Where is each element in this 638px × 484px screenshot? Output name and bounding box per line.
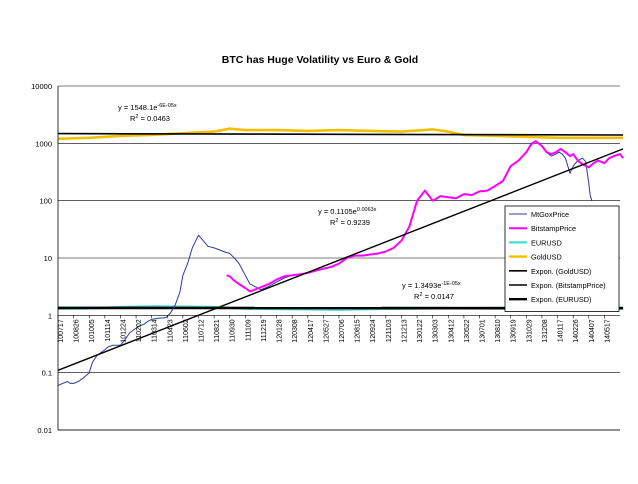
x-tick-label: 120706 [339, 319, 346, 342]
legend-entry: EURUSD [531, 238, 562, 247]
x-tick-label: 120815 [355, 319, 362, 342]
x-tick-label: 130412 [448, 319, 455, 342]
y-tick-label: 1 [48, 311, 52, 320]
trend-r-squared: R2 = 0.0147 [414, 292, 454, 301]
y-tick-label: 10 [44, 254, 52, 263]
chart-title: BTC has Huge Volatility vs Euro & Gold [222, 54, 418, 66]
x-tick-label: 130303 [433, 319, 440, 342]
legend-entry: Expon. (BitstampPrice) [531, 281, 606, 290]
legend-entry: BitstampPrice [531, 224, 576, 233]
y-tick-label: 10000 [31, 82, 52, 91]
trend-equation: y = 1548.1e-6E-05x [118, 103, 177, 112]
x-tick-label: 130810 [495, 319, 502, 342]
x-tick-label: 110712 [199, 319, 206, 342]
x-tick-label: 130919 [511, 319, 518, 342]
x-tick-label: 140407 [589, 319, 596, 342]
y-tick-label: 1000 [35, 139, 52, 148]
x-tick-label: 110602 [183, 319, 190, 342]
x-tick-label: 120128 [277, 319, 284, 342]
x-tick-label: 120527 [323, 319, 330, 342]
x-tick-label: 140517 [604, 319, 611, 342]
x-tick-label: 110821 [214, 319, 221, 342]
x-tick-label: 121213 [401, 319, 408, 342]
x-tick-label: 130122 [417, 319, 424, 342]
legend: MtGoxPrice BitstampPrice EURUSD GoldUSD Expo… [505, 206, 619, 311]
x-tick-label: 101224 [120, 319, 127, 342]
x-tick-label: 110930 [230, 319, 237, 342]
x-tick-label: 120308 [292, 319, 299, 342]
legend-entry: Expon. (EURUSD) [531, 295, 591, 304]
x-tick-label: 110314 [152, 319, 159, 342]
x-tick-label: 100826 [74, 319, 81, 342]
x-tick-label: 131208 [542, 319, 549, 342]
x-tick-label: 130522 [464, 319, 471, 342]
x-tick-label: 100717 [58, 319, 65, 342]
x-tick-label: 110423 [167, 319, 174, 342]
trend-r-squared: R2 = 0.0463 [130, 114, 170, 123]
legend-entry: Expon. (GoldUSD) [531, 267, 591, 276]
x-tick-label: 121103 [386, 319, 393, 342]
x-tick-label: 120924 [370, 319, 377, 342]
y-tick-label: 0.1 [42, 369, 52, 378]
x-tick-label: 111219 [261, 319, 268, 341]
x-tick-label: 110202 [136, 319, 143, 342]
x-tick-label: 140226 [573, 319, 580, 342]
x-tick-label: 140117 [558, 319, 565, 342]
legend-entry: MtGoxPrice [531, 210, 569, 219]
x-tick-label: 120417 [308, 319, 315, 342]
x-tick-label: 101005 [89, 319, 96, 342]
y-tick-label: 0.01 [37, 426, 52, 435]
legend-entry: GoldUSD [531, 253, 562, 262]
trend-equation: y = 0.1105e0.0063x [318, 207, 377, 216]
trend-equation: y = 1.3493e-1E-05x [402, 281, 461, 290]
trend-r-squared: R2 = 0.9239 [330, 218, 370, 227]
x-tick-label: 111109 [245, 319, 252, 341]
x-tick-label: 101114 [105, 319, 112, 341]
x-tick-label: 130701 [480, 319, 487, 342]
x-tick-label: 131029 [526, 319, 533, 342]
y-tick-label: 100 [39, 197, 52, 206]
